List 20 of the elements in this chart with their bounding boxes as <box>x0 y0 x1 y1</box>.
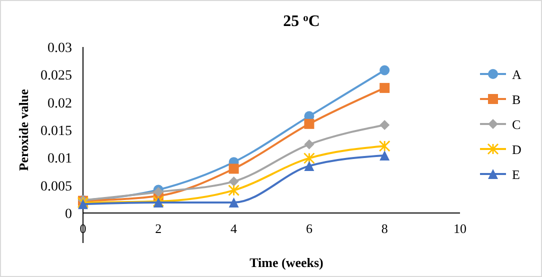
x-axis-title: Time (weeks) <box>250 255 324 270</box>
legend-label: D <box>512 142 522 157</box>
y-tick-label: 0.015 <box>40 124 72 139</box>
legend-label: B <box>512 92 521 107</box>
y-tick-label: 0.03 <box>48 41 72 56</box>
x-tick-label: 6 <box>306 221 313 236</box>
x-tick-label: 4 <box>230 221 238 236</box>
x-tick-label: 10 <box>454 221 466 236</box>
y-tick-label: 0 <box>65 207 72 222</box>
y-tick-label: 0.01 <box>48 152 72 167</box>
x-tick-label: 8 <box>381 221 388 236</box>
y-tick-label: 0.025 <box>40 68 72 84</box>
y-tick-label: 0.005 <box>40 179 72 194</box>
legend-label: C <box>512 117 521 132</box>
chart-title: 25 $^{o}$C <box>283 12 320 30</box>
x-tick-label: 2 <box>155 221 162 236</box>
y-tick-label: 0.02 <box>48 96 72 112</box>
legend-label: A <box>512 67 522 82</box>
y-axis-title: Peroxide value <box>16 88 31 171</box>
legend-label: E <box>512 167 520 182</box>
